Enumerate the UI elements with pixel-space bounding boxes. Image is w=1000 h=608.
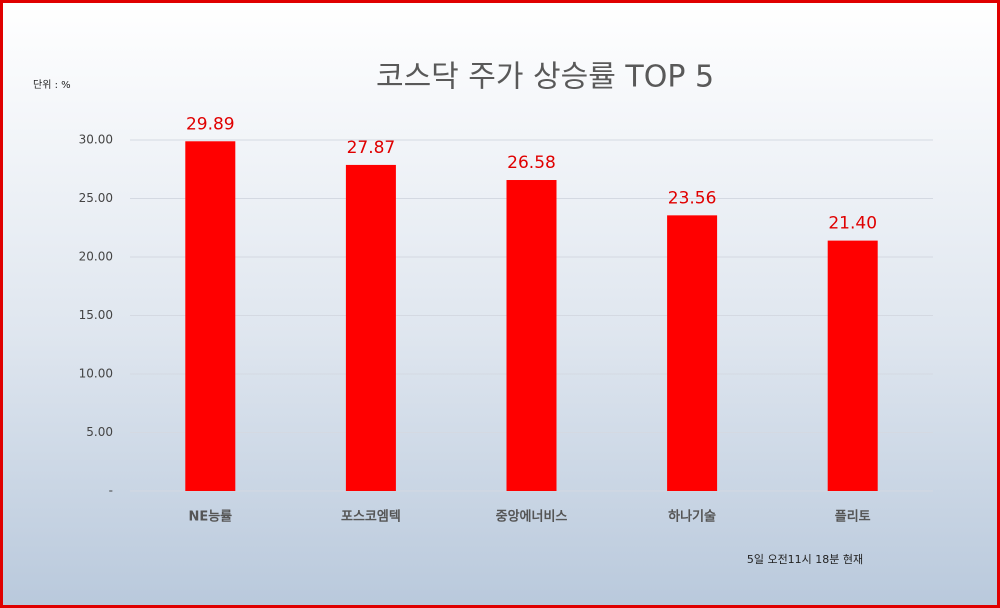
chart-title: 코스닥 주가 상승률 TOP 5	[376, 60, 714, 95]
y-tick-label: 15.00	[79, 308, 113, 322]
value-label: 27.87	[347, 138, 396, 158]
x-tick-label: 중앙에너비스	[496, 509, 568, 525]
y-tick-label: 10.00	[79, 367, 113, 381]
y-tick-label: 5.00	[86, 425, 113, 439]
y-tick-label: -	[109, 484, 113, 498]
value-label: 26.58	[507, 153, 556, 173]
bar	[667, 215, 718, 491]
x-tick-label: NE능률	[188, 510, 232, 525]
x-tick-label: 포스코엠텍	[341, 509, 401, 525]
note: 5일 오전11시 18분 현재	[747, 552, 863, 566]
y-tick-label: 25.00	[79, 191, 113, 205]
value-label: 21.40	[828, 214, 877, 234]
value-label: 23.56	[668, 188, 717, 208]
bar	[506, 180, 557, 491]
x-tick-label: 하나기술	[668, 509, 716, 525]
value-label: 29.89	[186, 114, 235, 134]
unit-label: 단위 : %	[33, 78, 71, 91]
y-tick-label: 30.00	[79, 133, 113, 147]
y-tick-label: 20.00	[79, 250, 113, 264]
bar	[827, 240, 878, 491]
bar	[345, 164, 396, 491]
bar	[185, 141, 236, 492]
x-tick-label: 플리토	[835, 509, 871, 525]
